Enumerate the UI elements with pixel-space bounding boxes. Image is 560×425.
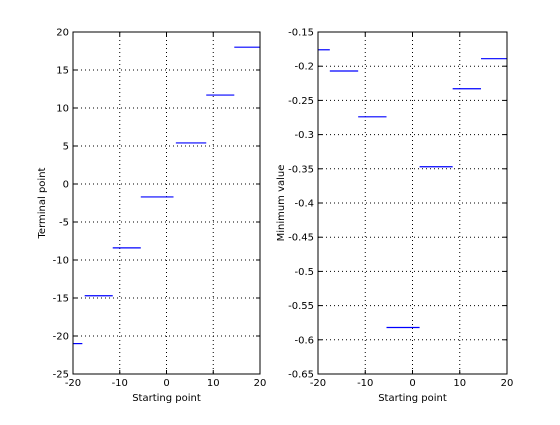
terminal-y-tick-label: 0 — [63, 180, 69, 191]
minimum-y-tick-label: -0.25 — [288, 96, 314, 107]
terminal-x-tick-label: -10 — [112, 378, 128, 389]
terminal-y-tick-label: 10 — [56, 104, 69, 115]
minimum-x-tick-label: -20 — [310, 378, 326, 389]
terminal-x-tick-label: 10 — [207, 378, 220, 389]
terminal-x-tick-label: 20 — [254, 378, 267, 389]
minimum-y-tick-label: -0.55 — [288, 301, 314, 312]
terminal-x-tick-label: -20 — [65, 378, 81, 389]
minimum-y-tick-label: -0.65 — [288, 370, 314, 381]
minimum-x-axis-label: Starting point — [378, 393, 447, 404]
minimum-y-tick-label: -0.3 — [294, 130, 314, 141]
terminal-y-tick-label: -15 — [53, 294, 69, 305]
terminal-x-axis-label: Starting point — [132, 393, 201, 404]
minimum-x-tick-label: 20 — [501, 378, 514, 389]
terminal-x-tick-label: 0 — [163, 378, 169, 389]
terminal-y-axis-label: Terminal point — [37, 167, 48, 239]
minimum-y-tick-label: -0.15 — [288, 28, 314, 39]
terminal-y-tick-label: 15 — [56, 66, 69, 77]
minimum-axes-box — [317, 31, 508, 375]
minimum-x-tick-label: -10 — [357, 378, 373, 389]
minimum-y-tick-label: -0.35 — [288, 164, 314, 175]
terminal-axes-box — [72, 31, 261, 375]
terminal-plot-area — [72, 31, 261, 375]
terminal-y-tick-label: 20 — [56, 28, 69, 39]
minimum-y-tick-label: -0.2 — [294, 62, 314, 73]
terminal-y-tick-label: -25 — [53, 370, 69, 381]
minimum-y-axis-label: Minimum value — [276, 165, 287, 242]
terminal-y-tick-label: 5 — [63, 142, 69, 153]
terminal-y-tick-label: -20 — [53, 332, 69, 343]
minimum-y-tick-label: -0.6 — [294, 335, 314, 346]
chart-terminal-point: -20 -10 0 10 20-25-20-15-10-505101520Startin… — [37, 28, 266, 405]
terminal-y-tick-label: -5 — [59, 218, 69, 229]
minimum-y-tick-label: -0.45 — [288, 233, 314, 244]
minimum-y-tick-label: -0.4 — [294, 199, 314, 210]
chart-minimum-value: -20 -10 0 10 20 -0.65 -0.6 -0.55 -0.5 -0.45 -0.4 -0… — [276, 28, 513, 405]
minimum-x-tick-label: 0 — [409, 378, 415, 389]
terminal-y-tick-label: -10 — [53, 256, 69, 267]
minimum-x-tick-label: 10 — [453, 378, 466, 389]
minimum-y-tick-label: -0.5 — [294, 267, 314, 278]
